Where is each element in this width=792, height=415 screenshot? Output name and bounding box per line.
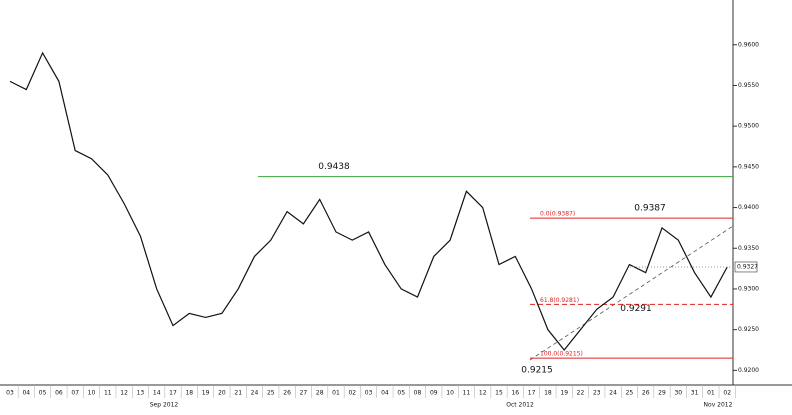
y-tick-label: 0.9500	[738, 123, 759, 130]
month-label: Sep 2012	[150, 402, 179, 409]
x-tick-label: 04	[381, 390, 389, 397]
price-annotation: 0.9387	[634, 204, 666, 214]
x-tick-label: 24	[609, 390, 617, 397]
x-tick-label: 31	[691, 390, 699, 397]
x-tick-label: 02	[348, 390, 356, 397]
x-tick-label: 30	[674, 390, 682, 397]
x-tick-label: 04	[22, 390, 30, 397]
x-tick-label: 02	[723, 390, 731, 397]
x-tick-label: 22	[577, 390, 585, 397]
x-tick-label: 12	[120, 390, 128, 397]
y-tick-label: 0.9350	[738, 245, 759, 252]
x-tick-label: 05	[397, 390, 405, 397]
x-tick-label: 06	[55, 390, 63, 397]
x-tick-label: 21	[234, 390, 242, 397]
y-tick-label: 0.9300	[738, 285, 759, 292]
y-tick-label: 0.9550	[738, 82, 759, 89]
x-tick-label: 11	[463, 390, 471, 397]
x-tick-label: 27	[300, 390, 308, 397]
x-tick-label: 26	[642, 390, 650, 397]
x-tick-label: 18	[185, 390, 193, 397]
month-label: Nov 2012	[704, 402, 733, 409]
level-label: 100.0(0.9215)	[540, 351, 583, 358]
x-tick-label: 08	[414, 390, 422, 397]
x-tick-label: 10	[446, 390, 454, 397]
y-tick-label: 0.9400	[738, 204, 759, 211]
y-tick-label: 0.9600	[738, 41, 759, 48]
price-annotation: 0.9291	[620, 304, 652, 314]
x-tick-label: 07	[71, 390, 79, 397]
x-tick-label: 03	[365, 390, 373, 397]
price-annotation: 0.9215	[521, 366, 553, 376]
last-price-box	[734, 261, 758, 273]
x-tick-label: 16	[511, 390, 519, 397]
x-tick-label: 15	[495, 390, 503, 397]
x-tick-label: 20	[218, 390, 226, 397]
x-tick-label: 19	[560, 390, 568, 397]
level-label: 0.0(0.9387)	[540, 211, 575, 218]
x-tick-label: 28	[316, 390, 324, 397]
x-tick-label: 10	[88, 390, 96, 397]
x-tick-label: 12	[479, 390, 487, 397]
x-tick-label: 25	[267, 390, 275, 397]
month-label: Oct 2012	[506, 402, 534, 409]
x-tick-label: 03	[6, 390, 14, 397]
x-tick-label: 19	[202, 390, 210, 397]
x-tick-label: 11	[104, 390, 112, 397]
price-line	[9, 51, 728, 351]
x-tick-label: 01	[332, 390, 340, 397]
x-tick-label: 25	[626, 390, 634, 397]
x-tick-label: 24	[251, 390, 259, 397]
x-tick-label: 14	[153, 390, 161, 397]
x-tick-label: 26	[283, 390, 291, 397]
x-tick-label: 05	[39, 390, 47, 397]
last-price-label: 0.9327	[737, 263, 758, 270]
y-tick-label: 0.9450	[738, 163, 759, 170]
y-tick-label: 0.9250	[738, 326, 759, 333]
price-annotation: 0.9438	[318, 162, 350, 172]
x-tick-label: 23	[593, 390, 601, 397]
x-tick-label: 13	[137, 390, 145, 397]
level-label: 61.8(0.9281)	[540, 297, 579, 304]
x-tick-label: 01	[707, 390, 715, 397]
x-tick-label: 17	[169, 390, 177, 397]
x-tick-label: 09	[430, 390, 438, 397]
trend-line	[529, 225, 734, 361]
x-tick-label: 17	[528, 390, 536, 397]
x-tick-label: 18	[544, 390, 552, 397]
y-tick-label: 0.9200	[738, 367, 759, 374]
x-tick-label: 29	[658, 390, 666, 397]
